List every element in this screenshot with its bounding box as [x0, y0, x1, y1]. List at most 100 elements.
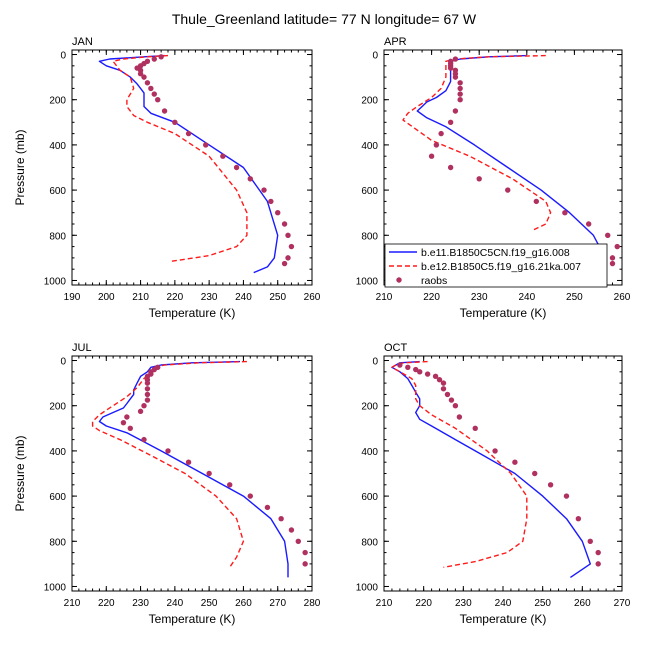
raobs-point: [155, 97, 161, 103]
y-tick-label: 1000: [356, 276, 379, 287]
panel-label: OCT: [384, 342, 408, 354]
y-tick-label: 800: [361, 231, 378, 242]
raobs-point: [165, 448, 171, 454]
x-tick-label: 240: [518, 292, 535, 303]
raobs-point: [440, 380, 447, 386]
x-tick-label: 200: [98, 292, 115, 303]
raobs-point: [141, 403, 147, 409]
x-axis-label: Temperature (K): [460, 306, 547, 320]
model1-profile-line: [98, 54, 279, 274]
raobs-point: [158, 54, 164, 60]
y-tick-label: 1000: [44, 276, 67, 287]
y-tick-label: 400: [49, 141, 66, 152]
raobs-point: [413, 366, 419, 373]
raobs-point: [120, 419, 127, 426]
raobs-point: [428, 153, 435, 159]
raobs-point: [433, 142, 440, 148]
raobs-point: [452, 56, 459, 62]
x-tick-label: 260: [574, 598, 591, 609]
raobs-point: [512, 459, 518, 465]
y-axis-label: Pressure (mb): [13, 435, 27, 511]
raobs-point: [609, 255, 616, 261]
x-tick-label: 220: [415, 598, 432, 609]
raobs-point: [220, 153, 226, 159]
raobs-point: [587, 538, 593, 544]
raobs-point: [148, 85, 154, 92]
legend-box: [384, 243, 608, 288]
x-tick-label: 250: [269, 292, 286, 303]
model2-profile-line: [112, 54, 248, 262]
raobs-point: [456, 414, 463, 420]
x-tick-label: 260: [304, 292, 321, 303]
model1-profile-line: [416, 54, 604, 270]
raobs-point: [172, 119, 178, 126]
raobs-point: [281, 221, 288, 227]
raobs-point: [247, 493, 253, 499]
model2-profile-line: [391, 360, 528, 568]
y-tick-label: 200: [49, 96, 66, 107]
legend-label: b.e12.B1850C5.f19_g16.21ka.007: [421, 261, 581, 273]
chart-panel-oct: 210 220 230 240 250 260 270 0 200 400 600 800 1000 Te…: [356, 342, 631, 626]
plot-data: [402, 54, 620, 270]
x-tick-label: 250: [534, 598, 551, 609]
raobs-point: [452, 74, 459, 80]
x-tick-label: 230: [132, 598, 149, 609]
x-tick-label: 270: [614, 598, 631, 609]
x-tick-label: 210: [376, 292, 393, 303]
raobs-point: [447, 119, 454, 126]
raobs-point: [436, 377, 443, 383]
raobs-point: [605, 232, 611, 238]
y-tick-label: 200: [361, 96, 378, 107]
raobs-point: [585, 221, 592, 227]
y-tick-label: 1000: [356, 582, 379, 593]
raobs-point: [595, 549, 601, 556]
raobs-point: [285, 232, 291, 238]
raobs-point: [457, 91, 463, 97]
raobs-point: [417, 369, 423, 375]
x-tick-label: 260: [614, 292, 631, 303]
raobs-point: [281, 260, 288, 267]
raobs-point: [533, 198, 540, 205]
y-tick-label: 400: [49, 447, 66, 458]
x-axis-label: Temperature (K): [460, 612, 547, 626]
raobs-point: [302, 549, 308, 556]
raobs-point: [151, 91, 157, 97]
panel-label: JAN: [72, 36, 93, 48]
y-tick-label: 600: [361, 492, 378, 503]
y-tick-label: 0: [60, 51, 66, 62]
y-tick-label: 400: [361, 141, 378, 152]
raobs-point: [563, 493, 570, 499]
panel-label: JUL: [72, 342, 92, 354]
legend-label: raobs: [421, 275, 447, 287]
raobs-point: [440, 386, 447, 392]
raobs-point: [206, 470, 212, 477]
raobs-point: [476, 176, 482, 182]
y-tick-label: 600: [49, 186, 66, 197]
panel-label: APR: [384, 36, 407, 48]
legend: b.e11.B1850C5CN.f19_g16.008 b.e12.B1850C5…: [384, 243, 608, 288]
raobs-point: [609, 260, 616, 267]
raobs-point: [203, 142, 209, 148]
raobs-point: [302, 561, 308, 567]
raobs-point: [457, 97, 463, 103]
raobs-point: [438, 130, 444, 137]
legend-marker: [396, 277, 402, 283]
legend-label: b.e11.B1850C5CN.f19_g16.008: [421, 247, 570, 259]
x-tick-label: 230: [455, 598, 472, 609]
y-tick-label: 800: [49, 537, 66, 548]
x-tick-label: 270: [269, 598, 286, 609]
raobs-point: [151, 56, 157, 62]
raobs-point: [261, 187, 267, 193]
x-axis-label: Temperature (K): [149, 306, 236, 320]
raobs-point: [397, 362, 403, 368]
raobs-point: [144, 80, 151, 86]
raobs-point: [447, 65, 454, 71]
model1-profile-line: [98, 360, 289, 578]
raobs-point: [285, 255, 291, 261]
raobs-point: [532, 470, 538, 477]
plot-data: [391, 360, 601, 578]
x-tick-label: 250: [566, 292, 583, 303]
raobs-point: [452, 108, 459, 114]
raobs-point: [575, 515, 582, 522]
raobs-point: [144, 397, 151, 403]
